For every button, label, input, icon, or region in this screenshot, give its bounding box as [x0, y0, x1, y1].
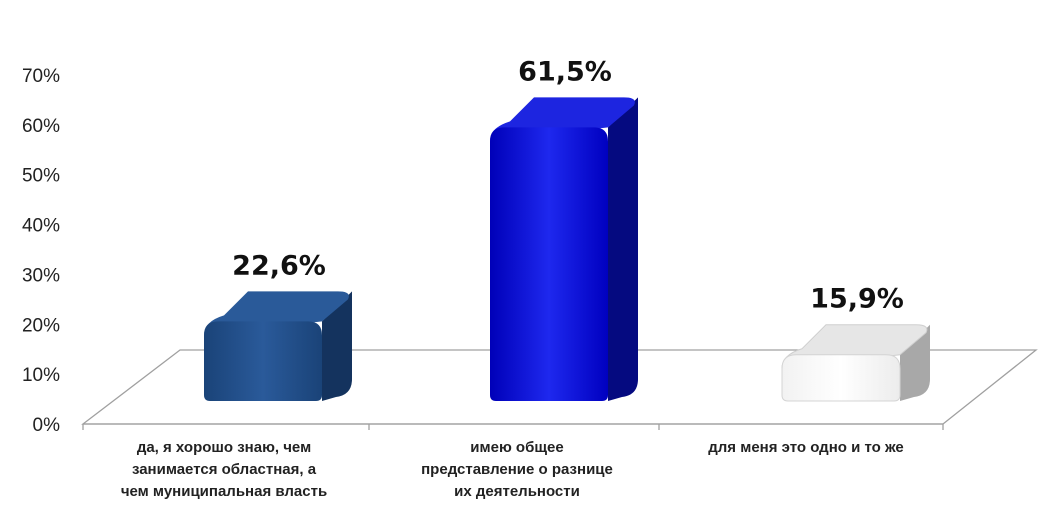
y-tick-label: 10%: [22, 365, 60, 386]
labels-layer: 22,6% 61,5% 15,9% да, я хорошо знаю, чем зан…: [121, 56, 904, 500]
bar: [781, 324, 930, 402]
bar-side-face: [900, 324, 930, 401]
y-tick-label: 60%: [22, 116, 60, 137]
y-tick-label: 40%: [22, 216, 60, 237]
bar-side-face: [322, 291, 352, 401]
y-tick-label: 30%: [22, 265, 60, 286]
y-tick-label: 20%: [22, 315, 60, 336]
category-label-line: их деятельности: [454, 483, 580, 500]
bar: [490, 97, 638, 401]
y-tick-label: 70%: [22, 66, 60, 87]
data-label: 61,5%: [518, 56, 612, 87]
y-tick-label: 0%: [33, 415, 61, 436]
axis-layer: 0% 10% 20% 30% 40% 50% 60% 70%: [22, 66, 1038, 436]
bar: [204, 291, 352, 401]
category-label-line: занимается областная, а: [132, 461, 317, 478]
category-label-line: чем муниципальная власть: [121, 483, 327, 500]
category-label-line: для меня это одно и то же: [708, 439, 903, 456]
category-label: имею общее представление о разнице их деят…: [421, 439, 613, 500]
bar-side-face: [608, 97, 638, 401]
bar-front-face: [781, 354, 901, 402]
category-label-line: имею общее: [470, 439, 563, 456]
bar-front-face: [204, 321, 322, 401]
bars-layer: [204, 97, 930, 402]
category-label-line: да, я хорошо знаю, чем: [137, 439, 311, 456]
y-tick-label: 50%: [22, 166, 60, 187]
data-label: 15,9%: [810, 284, 904, 315]
bar-front-face: [490, 127, 608, 401]
data-label: 22,6%: [232, 250, 326, 281]
category-label-line: представление о разнице: [421, 461, 613, 478]
category-label: для меня это одно и то же: [708, 439, 903, 456]
category-label: да, я хорошо знаю, чем занимается областн…: [121, 439, 327, 500]
